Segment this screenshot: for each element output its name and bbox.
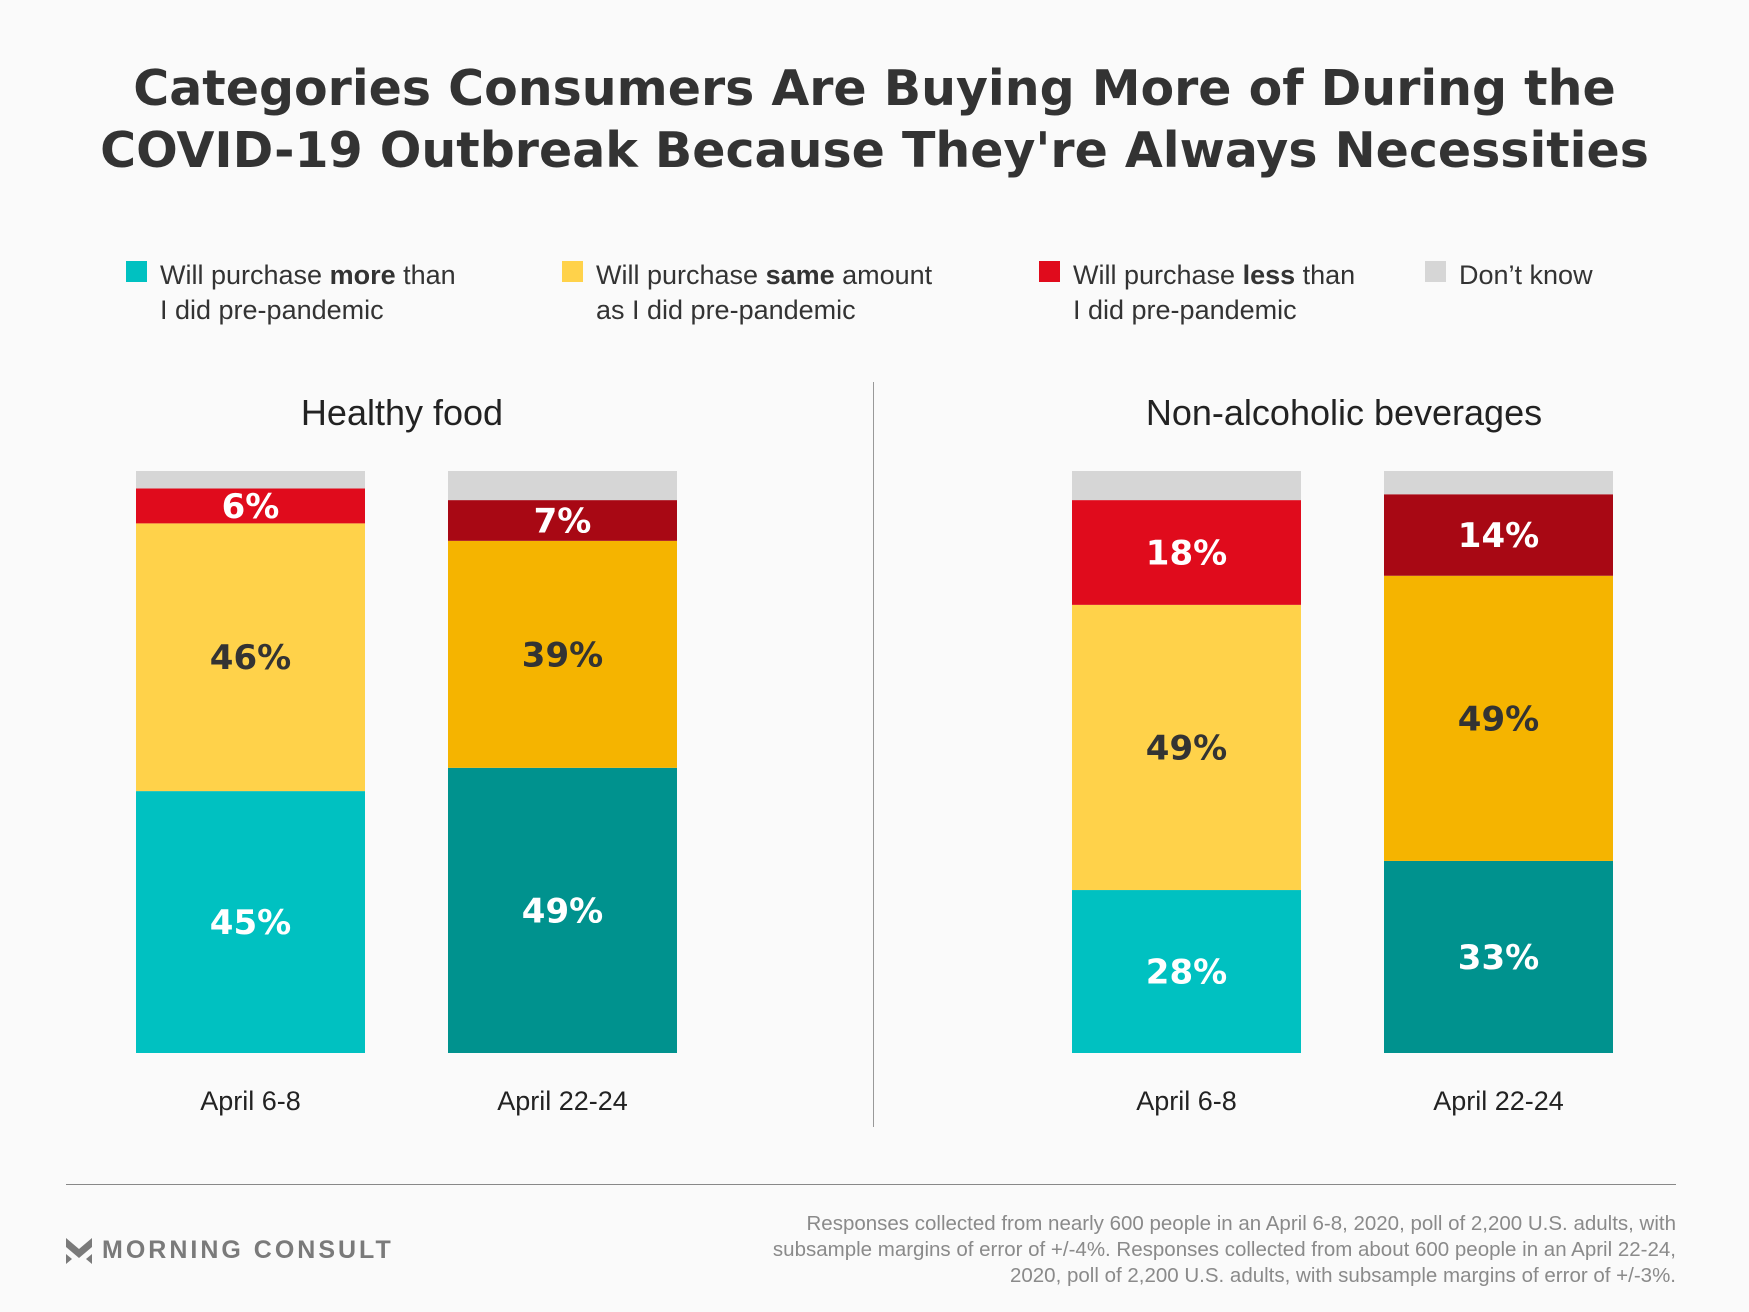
legend-item-dont-know: Don’t know	[1425, 258, 1593, 293]
bar-data-label-same: 49%	[1146, 728, 1227, 768]
bar-segment-same	[1384, 575, 1613, 861]
bar-segment-more	[136, 791, 365, 1053]
bar-data-label-more: 28%	[1146, 953, 1227, 993]
bar-segment-more	[1384, 860, 1613, 1053]
bar-data-label-less: 6%	[222, 487, 280, 527]
brand-logo: MORNING CONSULT	[66, 1236, 394, 1265]
legend-swatch-more	[126, 261, 147, 282]
bar-data-label-less: 18%	[1146, 533, 1227, 573]
bar-segment-more	[448, 767, 677, 1053]
title-line-2: COVID-19 Outbreak Because They're Always…	[100, 122, 1649, 179]
bar-data-label-same: 49%	[1458, 699, 1539, 739]
bar-segment-less	[136, 488, 365, 524]
bar-segment-less	[1384, 494, 1613, 576]
panel-divider	[873, 382, 874, 1127]
legend-item-same: Will purchase same amount as I did pre-p…	[562, 258, 932, 328]
methodology-note: Responses collected from nearly 600 peop…	[772, 1212, 1676, 1287]
bar-segment-dont-know	[1384, 471, 1613, 495]
bar-data-label-more: 49%	[522, 891, 603, 931]
panel-title-beverages: Non-alcoholic beverages	[1145, 392, 1543, 433]
x-tick-label: April 22-24	[497, 1086, 628, 1116]
bar-segment-same	[448, 540, 677, 768]
morning-consult-logo-icon	[66, 1237, 92, 1264]
title-line-1: Categories Consumers Are Buying More of …	[133, 60, 1616, 117]
chart-title: Categories Consumers Are Buying More of …	[0, 58, 1749, 182]
bar-segment-dont-know	[136, 471, 365, 489]
bar-data-label-less: 14%	[1458, 516, 1539, 556]
legend-swatch-dont-know	[1425, 261, 1446, 282]
legend-item-more: Will purchase more than I did pre-pandem…	[126, 258, 456, 328]
bar-segment-same	[1072, 604, 1301, 891]
bar-data-label-less: 7%	[534, 501, 592, 541]
x-tick-label: April 6-8	[1136, 1086, 1237, 1116]
bar-data-label-more: 45%	[210, 903, 291, 943]
legend-swatch-same	[562, 261, 583, 282]
x-tick-label: April 22-24	[1433, 1086, 1564, 1116]
bar-data-label-same: 39%	[522, 635, 603, 675]
bar-segment-dont-know	[1072, 471, 1301, 501]
legend-swatch-less	[1039, 261, 1060, 282]
brand-name: MORNING CONSULT	[102, 1236, 394, 1264]
footer-rule	[66, 1184, 1676, 1185]
bar-data-label-same: 46%	[210, 638, 291, 678]
bar-segment-dont-know	[448, 471, 677, 501]
panel-title-healthy-food: Healthy food	[300, 392, 504, 433]
bar-segment-less	[1072, 500, 1301, 605]
bar-segment-same	[136, 523, 365, 792]
legend-item-less: Will purchase less than I did pre-pandem…	[1039, 258, 1355, 328]
bar-data-label-more: 33%	[1458, 938, 1539, 978]
x-tick-label: April 6-8	[200, 1086, 301, 1116]
bar-segment-more	[1072, 890, 1301, 1053]
bar-segment-less	[448, 500, 677, 541]
